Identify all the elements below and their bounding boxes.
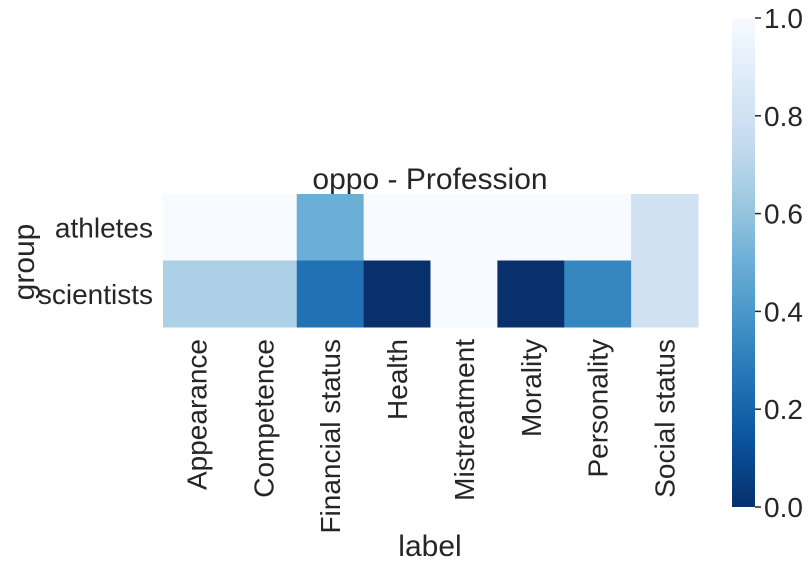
y-tick-labels: athletes scientists bbox=[38, 212, 153, 310]
colorbar-tick-label: 1.0 bbox=[764, 3, 803, 34]
colorbar-ticks: 0.0 0.2 0.4 0.6 0.8 1.0 bbox=[755, 3, 803, 523]
y-tick-label: athletes bbox=[55, 212, 153, 243]
x-tick-labels: Appearance Competence Financial status Heal… bbox=[181, 339, 680, 534]
colorbar-tick-label: 0.2 bbox=[764, 394, 803, 425]
heatmap-cell bbox=[497, 260, 565, 328]
x-tick-label: Social status bbox=[650, 339, 681, 498]
heatmap-cell bbox=[564, 260, 632, 328]
y-tick-label: scientists bbox=[38, 279, 153, 310]
colorbar bbox=[732, 18, 755, 507]
heatmap-cell bbox=[430, 194, 498, 261]
heatmap-cell bbox=[564, 194, 632, 261]
x-tick-label: Financial status bbox=[315, 339, 346, 534]
x-tick-label: Mistreatment bbox=[449, 339, 480, 501]
heatmap-cell bbox=[363, 260, 431, 328]
x-tick-label: Morality bbox=[516, 339, 547, 437]
heatmap-cell bbox=[430, 260, 498, 328]
y-axis-label: group bbox=[8, 224, 41, 301]
heatmap-cell bbox=[631, 260, 699, 328]
colorbar-tick-label: 0.8 bbox=[764, 101, 803, 132]
heatmap-cell bbox=[363, 194, 431, 261]
heatmap-cell bbox=[163, 260, 231, 328]
x-axis-label: label bbox=[398, 530, 461, 563]
colorbar-tick-label: 0.0 bbox=[764, 492, 803, 523]
heatmap-cell bbox=[497, 194, 565, 261]
colorbar-tick-label: 0.6 bbox=[764, 199, 803, 230]
heatmap-cell bbox=[229, 260, 298, 328]
heatmap-cell bbox=[229, 194, 298, 261]
heatmap-cell bbox=[631, 194, 699, 261]
x-tick-label: Competence bbox=[248, 339, 279, 498]
heatmap-cell bbox=[296, 194, 365, 261]
heatmap-cell bbox=[163, 194, 231, 261]
chart-title: oppo - Profession bbox=[312, 163, 547, 196]
heatmap-cell bbox=[296, 260, 365, 328]
x-tick-label: Health bbox=[382, 339, 413, 420]
colorbar-tick-label: 0.4 bbox=[764, 296, 803, 327]
heatmap-cells bbox=[163, 194, 699, 328]
x-tick-label: Personality bbox=[583, 339, 614, 478]
x-tick-label: Appearance bbox=[181, 339, 212, 490]
